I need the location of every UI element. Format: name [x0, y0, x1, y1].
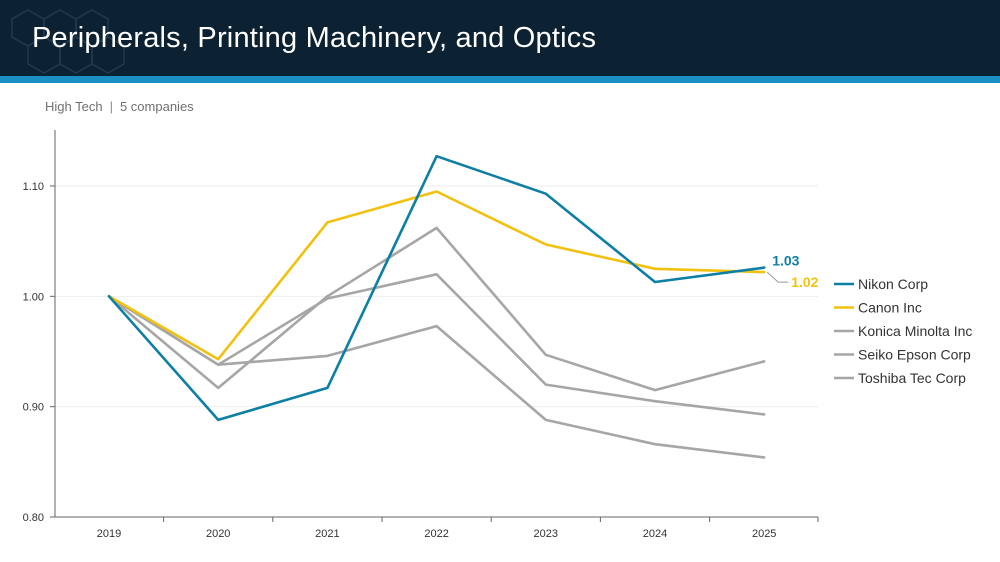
end-label-canon-inc: 1.02 [791, 274, 818, 290]
grid-lines [55, 185, 818, 408]
page-title: Peripherals, Printing Machinery, and Opt… [32, 22, 597, 54]
x-tick-label: 2020 [206, 528, 230, 540]
series-lines [107, 154, 766, 459]
series-line-nikon-corp [107, 154, 766, 422]
legend-label-seiko-epson-corp: Seiko Epson Corp [858, 347, 971, 363]
y-tick-label: 1.00 [23, 291, 44, 303]
company-count: 5 companies [119, 99, 194, 114]
chart-subtitle: High Tech | 5 companies [45, 99, 194, 114]
hexagon-pattern-icon [11, 9, 125, 74]
header-accent-stripe [0, 76, 1000, 83]
x-tick-label: 2019 [97, 528, 121, 540]
header-bar: Peripherals, Printing Machinery, and Opt… [0, 0, 1000, 76]
x-tick-label: 2023 [534, 528, 558, 540]
legend-label-nikon-corp: Nikon Corp [858, 276, 928, 292]
legend-label-konica-minolta-inc: Konica Minolta Inc [858, 323, 972, 339]
legend-label-canon-inc: Canon Inc [858, 300, 922, 316]
x-tick-label: 2021 [315, 528, 339, 540]
x-tick-label: 2024 [643, 528, 667, 540]
y-tick-label: 0.80 [23, 512, 44, 524]
y-tick-label: 1.10 [23, 181, 44, 193]
y-tick-label: 0.90 [23, 402, 44, 414]
series-line-canon-inc [107, 190, 766, 361]
subtitle-separator: | [109, 99, 113, 114]
x-tick-label: 2022 [424, 528, 448, 540]
sector-label: High Tech [45, 99, 103, 114]
end-label-leader-line [766, 271, 789, 283]
end-labels: 1.02 1.03 [766, 253, 819, 290]
chart-legend: Nikon Corp Canon Inc Konica Minolta Inc Sei… [834, 276, 972, 386]
end-label-nikon-corp: 1.03 [772, 253, 799, 269]
series-line-seiko-epson-corp [107, 272, 766, 416]
legend-label-toshiba-tec-corp: Toshiba Tec Corp [858, 370, 966, 386]
chart-axes: 0.80 0.90 1.00 1.10 2019 2020 2021 2022 2023 2024… [23, 130, 819, 540]
series-line-konica-minolta-inc [107, 226, 766, 392]
series-line-toshiba-tec-corp [107, 294, 766, 459]
x-tick-label: 2025 [752, 528, 776, 540]
